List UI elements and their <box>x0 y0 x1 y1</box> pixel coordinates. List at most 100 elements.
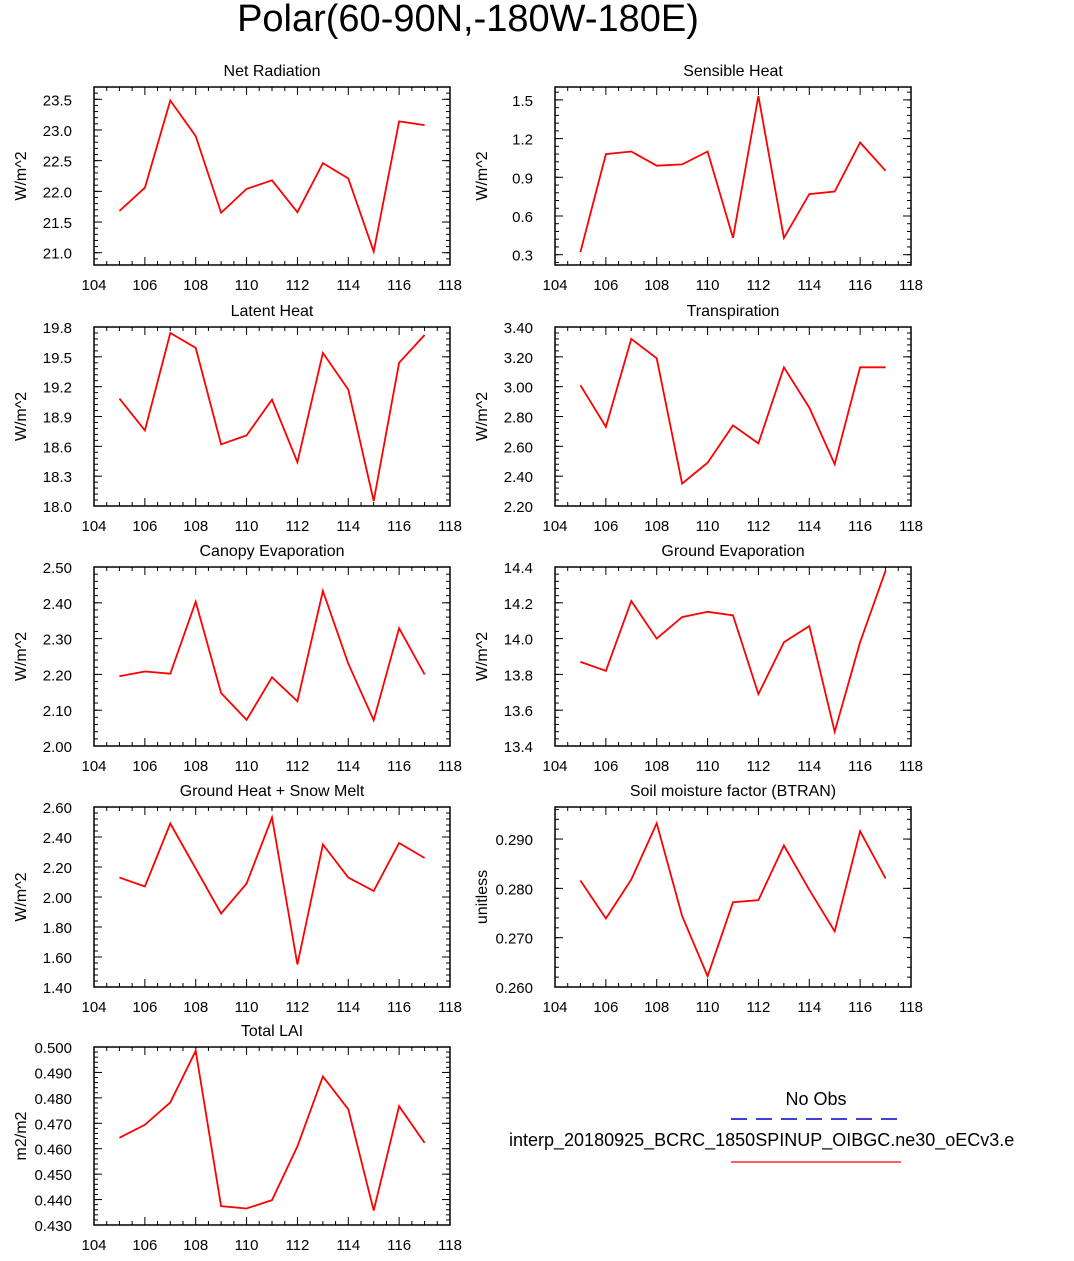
y-tick-label: 18.9 <box>43 410 72 427</box>
y-axis-label: W/m^2 <box>474 151 491 200</box>
x-tick-label: 114 <box>797 277 821 294</box>
x-tick-label: 106 <box>132 1237 157 1254</box>
x-tick-label: 116 <box>848 999 872 1016</box>
y-axis-label: unitless <box>474 870 491 924</box>
y-tick-label: 0.440 <box>34 1193 72 1210</box>
y-tick-label: 0.450 <box>34 1167 72 1184</box>
y-axis-label: W/m^2 <box>474 392 491 441</box>
y-tick-label: 1.80 <box>43 920 72 937</box>
y-axis-label: m2/m2 <box>13 1111 30 1160</box>
x-tick-label: 108 <box>183 277 208 294</box>
y-tick-label: 1.40 <box>43 980 72 997</box>
chart-panel-7: Ground Heat + Snow Melt W/m^2 104 106 108 110… <box>13 783 462 1016</box>
series-line <box>118 1047 426 1211</box>
y-tick-label: 2.40 <box>504 469 533 486</box>
x-tick-label: 104 <box>81 277 106 294</box>
x-tick-label: 108 <box>644 277 669 294</box>
x-tick-label: 118 <box>438 1237 462 1254</box>
x-tick-label: 108 <box>183 999 208 1016</box>
y-tick-label: 2.20 <box>43 860 72 877</box>
plot-frame <box>554 86 912 266</box>
y-tick-label: 3.00 <box>504 380 533 397</box>
x-tick-label: 118 <box>438 758 462 775</box>
panel-title: Latent Heat <box>231 303 314 320</box>
x-tick-label: 116 <box>848 277 872 294</box>
y-tick-label: 3.40 <box>504 320 533 337</box>
x-tick-label: 114 <box>336 1237 360 1254</box>
y-tick-label: 0.6 <box>512 209 533 226</box>
y-tick-label: 18.3 <box>43 469 72 486</box>
x-tick-label: 118 <box>899 518 923 535</box>
y-axis-label: W/m^2 <box>13 872 30 921</box>
chart-panel-8: Soil moisture factor (BTRAN) unitless 104 1… <box>474 783 923 1016</box>
plot-frame <box>93 566 451 747</box>
y-tick-label: 2.40 <box>43 596 72 613</box>
y-tick-label: 0.290 <box>495 832 533 849</box>
y-tick-label: 22.5 <box>43 154 72 171</box>
y-tick-label: 13.8 <box>504 667 533 684</box>
x-tick-label: 118 <box>899 758 923 775</box>
series-line <box>579 337 886 486</box>
legend-obs-label: No Obs <box>785 1089 847 1109</box>
x-tick-label: 110 <box>235 758 259 775</box>
x-tick-label: 104 <box>81 1237 106 1254</box>
x-tick-label: 110 <box>696 758 720 775</box>
panel-title: Net Radiation <box>224 63 321 80</box>
x-tick-label: 112 <box>285 518 309 535</box>
x-tick-label: 114 <box>797 518 821 535</box>
y-axis-label: W/m^2 <box>13 392 30 441</box>
y-tick-label: 2.80 <box>504 410 533 427</box>
panel-title: Canopy Evaporation <box>200 543 345 560</box>
y-tick-label: 0.270 <box>495 931 533 948</box>
y-tick-label: 22.0 <box>43 184 72 201</box>
series-line <box>579 95 887 253</box>
y-tick-label: 1.5 <box>512 93 533 110</box>
x-tick-label: 116 <box>848 758 872 775</box>
x-tick-label: 104 <box>542 277 567 294</box>
plot-frame <box>93 326 451 507</box>
x-tick-label: 116 <box>387 758 411 775</box>
x-tick-label: 106 <box>132 277 157 294</box>
x-tick-label: 112 <box>285 999 309 1016</box>
x-tick-label: 116 <box>848 518 872 535</box>
x-tick-label: 118 <box>438 277 462 294</box>
y-axis-label: W/m^2 <box>474 632 491 681</box>
x-tick-label: 104 <box>81 518 106 535</box>
panel-title: Sensible Heat <box>683 63 783 80</box>
chart-panel-1: Net Radiation W/m^2 104 106 108 110 112 114 116 1… <box>13 63 462 294</box>
x-tick-label: 108 <box>644 999 669 1016</box>
plot-frame <box>554 566 912 747</box>
x-tick-label: 106 <box>132 999 157 1016</box>
x-tick-label: 104 <box>542 758 567 775</box>
x-tick-label: 114 <box>336 999 360 1016</box>
y-tick-label: 14.4 <box>504 560 533 577</box>
y-tick-label: 2.00 <box>43 890 72 907</box>
x-tick-label: 112 <box>285 758 309 775</box>
y-tick-label: 19.2 <box>43 380 72 397</box>
y-tick-label: 0.9 <box>512 170 533 187</box>
x-tick-label: 112 <box>285 1237 309 1254</box>
x-tick-label: 114 <box>336 758 360 775</box>
panel-title: Total LAI <box>241 1023 303 1040</box>
y-tick-label: 19.5 <box>43 350 72 367</box>
y-tick-label: 14.2 <box>504 596 533 613</box>
x-tick-label: 106 <box>593 999 618 1016</box>
x-tick-label: 104 <box>542 518 567 535</box>
x-tick-label: 108 <box>183 1237 208 1254</box>
y-tick-label: 0.490 <box>34 1065 72 1082</box>
x-tick-label: 112 <box>285 277 309 294</box>
x-tick-label: 112 <box>746 999 770 1016</box>
x-tick-label: 110 <box>696 518 720 535</box>
y-tick-label: 0.260 <box>495 980 533 997</box>
x-tick-label: 106 <box>593 277 618 294</box>
series-line <box>579 820 887 979</box>
x-tick-label: 110 <box>696 999 720 1016</box>
chart-panel-5: Canopy Evaporation W/m^2 104 106 108 110 112 11… <box>13 543 462 775</box>
x-tick-label: 106 <box>132 518 157 535</box>
y-tick-label: 2.20 <box>504 499 533 516</box>
y-tick-label: 13.4 <box>504 739 533 756</box>
x-tick-label: 110 <box>235 518 259 535</box>
y-axis-label: W/m^2 <box>13 151 30 200</box>
x-tick-label: 118 <box>438 999 462 1016</box>
